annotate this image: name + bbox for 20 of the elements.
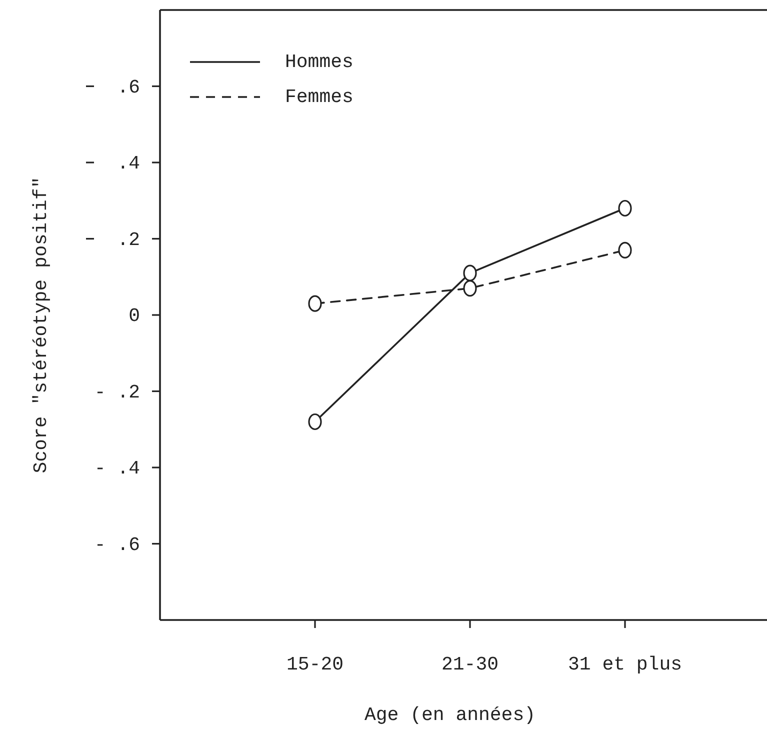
y-tick-label: .2 <box>117 228 140 251</box>
legend-label: Femmes <box>285 86 354 108</box>
y-tick-label: 0 <box>128 305 140 328</box>
point <box>308 295 322 312</box>
y-tick-label: - .6 <box>94 534 140 556</box>
y-tick-label: .6 <box>117 76 140 98</box>
point <box>308 413 322 430</box>
x-tick-label: 15-20 <box>286 653 344 676</box>
legend-label: Hommes <box>285 51 354 73</box>
x-axis-title: Age (en années) <box>364 704 536 726</box>
y-tick-label: - .4 <box>94 458 140 480</box>
point <box>618 242 632 258</box>
point <box>463 280 477 297</box>
point <box>618 200 632 217</box>
x-tick-label: 21-30 <box>441 653 499 676</box>
y-tick-label: - .2 <box>94 381 140 404</box>
y-tick-label: .4 <box>117 152 140 175</box>
x-tick-label: 31 et plus <box>568 653 682 676</box>
point <box>463 264 477 282</box>
y-axis-title: Score "stéréotype positif" <box>30 176 52 474</box>
